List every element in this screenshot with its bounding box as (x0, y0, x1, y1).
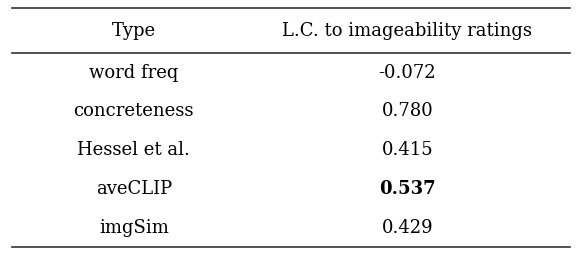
Text: 0.415: 0.415 (382, 141, 433, 159)
Text: L.C. to imageability ratings: L.C. to imageability ratings (282, 22, 533, 40)
Text: Hessel et al.: Hessel et al. (77, 141, 190, 159)
Text: Type: Type (112, 22, 156, 40)
Text: concreteness: concreteness (73, 102, 194, 120)
Text: 0.780: 0.780 (382, 102, 433, 120)
Text: aveCLIP: aveCLIP (96, 180, 172, 198)
Text: 0.429: 0.429 (382, 219, 433, 237)
Text: word freq: word freq (89, 64, 179, 82)
Text: imgSim: imgSim (99, 219, 169, 237)
Text: 0.537: 0.537 (379, 180, 436, 198)
Text: -0.072: -0.072 (378, 64, 436, 82)
